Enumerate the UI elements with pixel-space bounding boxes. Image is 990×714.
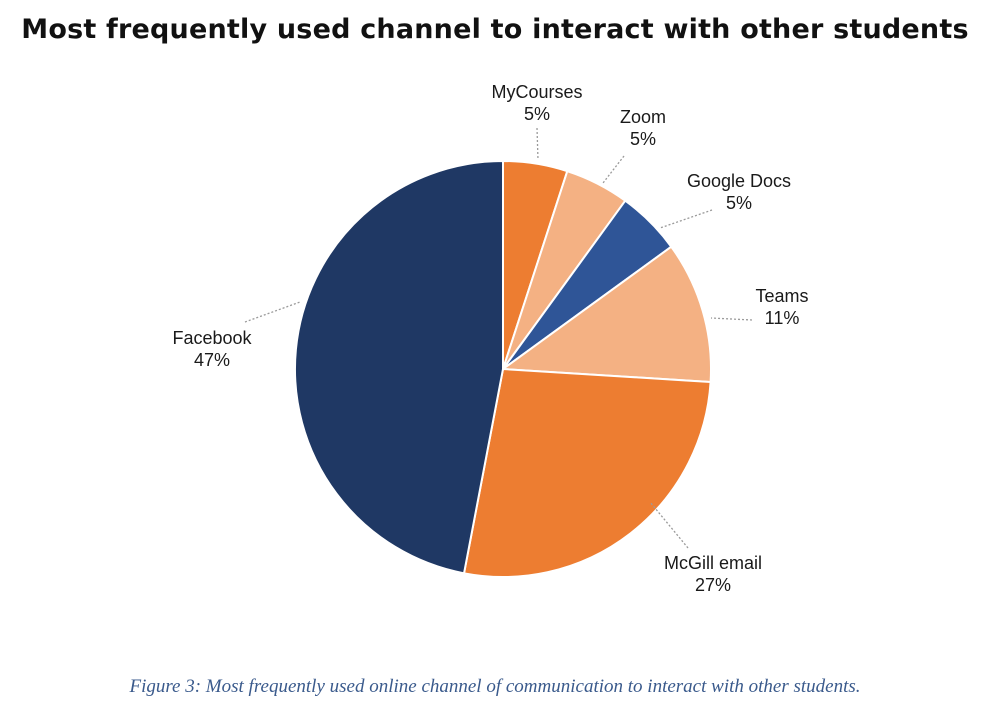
slice-value-label: 27% — [695, 575, 731, 595]
slice-label: Zoom — [620, 107, 666, 127]
leader-line — [659, 209, 713, 229]
leader-lines — [244, 127, 753, 549]
slice-value-label: 47% — [194, 350, 230, 370]
pie-slice-mcgill-email — [462, 367, 712, 578]
leader-line — [244, 301, 301, 323]
slice-value-label: 11% — [765, 308, 800, 328]
slice-label: Google Docs — [687, 171, 791, 191]
leader-line — [602, 155, 625, 184]
slice-label: MyCourses — [491, 82, 582, 102]
chart-title: Most frequently used channel to interact… — [21, 14, 969, 45]
pie-slices — [294, 159, 712, 578]
slice-value-label: 5% — [630, 129, 656, 149]
leader-line — [536, 127, 539, 161]
figure-caption: Figure 3: Most frequently used online ch… — [129, 676, 861, 697]
leader-line — [649, 501, 689, 549]
slice-value-label: 5% — [524, 104, 550, 124]
pie-slice-facebook — [294, 159, 504, 575]
leader-line — [710, 317, 753, 321]
pie-slice-teams — [500, 245, 712, 384]
slice-label: McGill email — [664, 553, 762, 573]
slice-value-label: 5% — [726, 193, 752, 213]
slice-label: Teams — [755, 286, 808, 306]
slice-label: Facebook — [172, 328, 252, 348]
